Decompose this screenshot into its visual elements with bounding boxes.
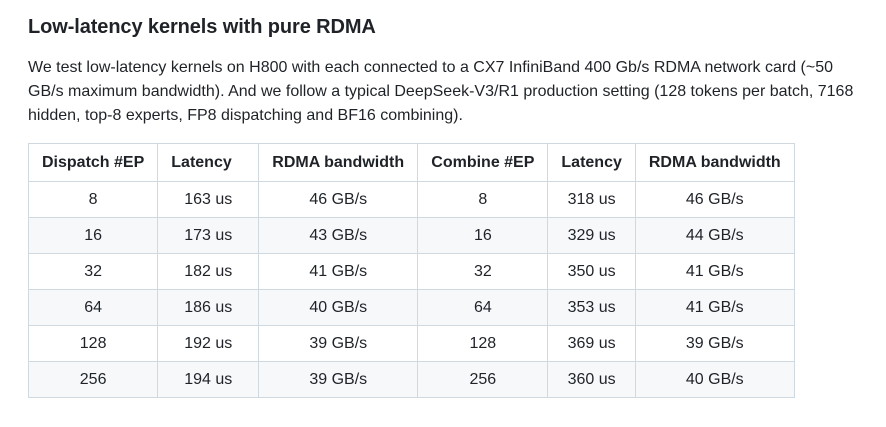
cell-combine-latency: 318 us (547, 181, 636, 218)
header-combine-ep: Combine #EP (417, 143, 549, 182)
results-table: Dispatch #EP Latency RDMA bandwidth Comb… (27, 143, 795, 398)
cell-combine-bandwidth: 39 GB/s (634, 325, 795, 362)
section-title: Low-latency kernels with pure RDMA (28, 16, 376, 38)
cell-combine-ep: 128 (417, 325, 549, 362)
table-row: 32 182 us 41 GB/s 32 350 us 41 GB/s (27, 253, 795, 290)
cell-dispatch-ep: 64 (27, 289, 159, 326)
cell-dispatch-ep: 128 (27, 325, 159, 362)
intro-paragraph: We test low-latency kernels on H800 with… (28, 59, 854, 124)
cell-dispatch-latency: 192 us (157, 325, 260, 362)
table-row: 256 194 us 39 GB/s 256 360 us 40 GB/s (27, 361, 795, 398)
header-combine-latency: Latency (547, 143, 636, 182)
table-row: 64 186 us 40 GB/s 64 353 us 41 GB/s (27, 289, 795, 326)
cell-dispatch-latency: 186 us (157, 289, 260, 326)
header-dispatch-ep: Dispatch #EP (27, 143, 159, 182)
table-row: 8 163 us 46 GB/s 8 318 us 46 GB/s (27, 181, 795, 218)
cell-dispatch-bandwidth: 41 GB/s (258, 253, 419, 290)
cell-combine-ep: 256 (417, 361, 549, 398)
cell-dispatch-bandwidth: 46 GB/s (258, 181, 419, 218)
cell-combine-ep: 32 (417, 253, 549, 290)
cell-dispatch-ep: 8 (27, 181, 159, 218)
cell-dispatch-ep: 32 (27, 253, 159, 290)
cell-dispatch-latency: 173 us (157, 217, 260, 254)
cell-combine-ep: 64 (417, 289, 549, 326)
cell-dispatch-ep: 16 (27, 217, 159, 254)
header-dispatch-latency: Latency (157, 143, 260, 182)
cell-combine-latency: 360 us (547, 361, 636, 398)
cell-combine-bandwidth: 41 GB/s (634, 289, 795, 326)
cell-combine-latency: 369 us (547, 325, 636, 362)
cell-dispatch-bandwidth: 40 GB/s (258, 289, 419, 326)
table-row: 128 192 us 39 GB/s 128 369 us 39 GB/s (27, 325, 795, 362)
cell-dispatch-bandwidth: 43 GB/s (258, 217, 419, 254)
cell-combine-bandwidth: 46 GB/s (634, 181, 795, 218)
header-dispatch-rdma-bandwidth: RDMA bandwidth (258, 143, 419, 182)
header-combine-rdma-bandwidth: RDMA bandwidth (634, 143, 795, 182)
cell-dispatch-bandwidth: 39 GB/s (258, 361, 419, 398)
cell-combine-ep: 8 (417, 181, 549, 218)
cell-dispatch-ep: 256 (27, 361, 159, 398)
table-row: 16 173 us 43 GB/s 16 329 us 44 GB/s (27, 217, 795, 254)
cell-combine-latency: 350 us (547, 253, 636, 290)
cell-dispatch-latency: 182 us (157, 253, 260, 290)
cell-combine-bandwidth: 41 GB/s (634, 253, 795, 290)
cell-combine-latency: 329 us (547, 217, 636, 254)
cell-combine-latency: 353 us (547, 289, 636, 326)
cell-combine-bandwidth: 40 GB/s (634, 361, 795, 398)
cell-dispatch-latency: 194 us (157, 361, 260, 398)
cell-combine-ep: 16 (417, 217, 549, 254)
cell-combine-bandwidth: 44 GB/s (634, 217, 795, 254)
table-header-row: Dispatch #EP Latency RDMA bandwidth Comb… (27, 143, 795, 182)
cell-dispatch-bandwidth: 39 GB/s (258, 325, 419, 362)
cell-dispatch-latency: 163 us (157, 181, 260, 218)
